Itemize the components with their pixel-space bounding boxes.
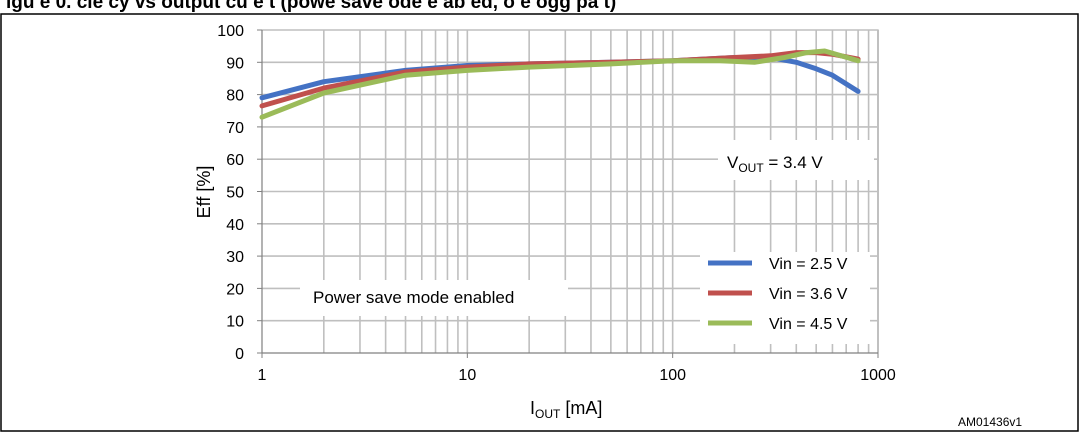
power-save-label: Power save mode enabled <box>313 288 514 307</box>
power-save-box <box>300 280 568 316</box>
y-tick-label: 0 <box>235 346 244 363</box>
y-tick-label: 40 <box>226 217 244 234</box>
x-tick-label: 1 <box>258 367 267 384</box>
legend-label-3: Vin = 4.5 V <box>769 316 848 333</box>
series-lines <box>259 48 861 120</box>
y-tick-label: 90 <box>226 55 244 72</box>
y-tick-label: 100 <box>217 23 244 40</box>
y-tick-label: 80 <box>226 88 244 105</box>
x-axis-title: IOUT [mA] <box>530 398 602 421</box>
legend: Vin = 2.5 V Vin = 3.6 V Vin = 4.5 V <box>700 252 870 344</box>
legend-label-2: Vin = 3.6 V <box>769 286 848 303</box>
y-tick-label: 30 <box>226 249 244 266</box>
x-tick-label: 100 <box>659 367 686 384</box>
vout-label: VOUT = 3.4 V <box>727 153 823 175</box>
y-tick-label: 70 <box>226 120 244 137</box>
vout-annotation: VOUT = 3.4 V <box>718 140 874 180</box>
y-tick-label: 20 <box>226 281 244 298</box>
figure-header: igu e 0. cie cy vs output cu e t (powe s… <box>6 0 616 13</box>
figure-border <box>0 13 1079 432</box>
figure-id-caption: AM01436v1 <box>958 415 1022 429</box>
y-tick-label: 10 <box>226 314 244 331</box>
vout-annotation-box <box>718 140 874 180</box>
y-axis-title: Eff [%] <box>194 166 214 219</box>
power-save-annotation: Power save mode enabled <box>300 280 568 316</box>
legend-box <box>700 252 870 344</box>
legend-label-1: Vin = 2.5 V <box>769 256 848 273</box>
series-line-3 <box>259 48 861 120</box>
x-tick-label: 1000 <box>860 367 896 384</box>
y-tick-label: 50 <box>226 185 244 202</box>
y-tick-label: 60 <box>226 152 244 169</box>
x-tick-label: 10 <box>458 367 476 384</box>
